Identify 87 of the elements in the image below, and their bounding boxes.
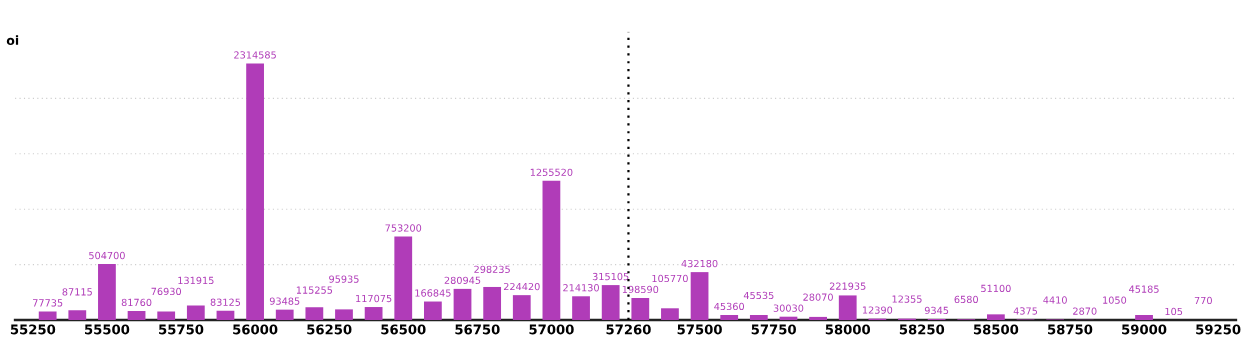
- data-label: 6580: [954, 295, 978, 304]
- data-label: 45185: [1129, 285, 1159, 293]
- data-label: 432180: [681, 259, 718, 268]
- data-label: 280945: [444, 276, 481, 284]
- data-label: 4410: [1043, 296, 1067, 304]
- bar: [631, 298, 650, 321]
- bar: [216, 310, 235, 321]
- data-label: 45535: [743, 291, 774, 300]
- x-tick-label: 55750: [159, 324, 204, 335]
- data-label: 76930: [151, 287, 182, 296]
- data-label: 105: [1165, 307, 1183, 316]
- data-label: 224420: [503, 282, 540, 291]
- data-label: 1050: [1103, 296, 1127, 304]
- bar: [275, 309, 294, 321]
- x-tick-label: 57000: [529, 324, 574, 335]
- bar: [809, 316, 827, 321]
- bar: [987, 314, 1005, 321]
- bar: [512, 295, 531, 321]
- data-label: 198590: [622, 285, 659, 294]
- bar: [1135, 315, 1153, 321]
- data-label: 51100: [981, 284, 1011, 293]
- bar: [186, 305, 205, 321]
- data-label: 166845: [415, 289, 451, 297]
- x-tick-label: 56000: [233, 324, 278, 335]
- x-tick-label: 58750: [1048, 324, 1093, 335]
- x-tick-label: 58500: [973, 324, 1019, 335]
- bar: [98, 264, 116, 321]
- data-label: 9345: [924, 306, 949, 315]
- bar: [38, 311, 57, 321]
- bar: [335, 309, 353, 321]
- data-label: 131915: [178, 276, 214, 285]
- x-tick-label: 58000: [825, 324, 871, 335]
- data-label: 221935: [829, 282, 866, 290]
- bar: [749, 314, 768, 321]
- x-tick-label: 58250: [899, 324, 945, 335]
- bar: [246, 63, 264, 321]
- bar: [364, 307, 383, 321]
- bar: [483, 286, 502, 321]
- data-label: 28070: [803, 293, 833, 301]
- data-label: 83125: [210, 298, 241, 306]
- bar: [838, 295, 857, 321]
- data-label: 12355: [892, 295, 922, 303]
- data-label: 2314585: [234, 51, 276, 59]
- data-label: 753200: [385, 224, 422, 232]
- data-label: 81760: [121, 298, 152, 307]
- data-label: 4375: [1013, 307, 1038, 315]
- bar: [601, 285, 620, 321]
- bar: [157, 311, 176, 321]
- data-label: 115255: [296, 286, 333, 294]
- bar: [690, 272, 709, 321]
- x-tick-label: 55500: [85, 324, 130, 335]
- data-label: 1255520: [530, 168, 573, 176]
- data-label: 95935: [329, 275, 359, 283]
- data-label: 298235: [474, 265, 510, 273]
- x-tick-label: 59250: [1196, 324, 1241, 335]
- bar: [542, 180, 561, 321]
- bar: [453, 288, 472, 321]
- bar: [68, 310, 87, 321]
- x-tick-label: 57750: [751, 324, 796, 335]
- data-label: 214130: [563, 284, 599, 292]
- bar: [423, 301, 442, 321]
- x-tick-label: 55250: [10, 324, 56, 335]
- bar: [661, 308, 679, 321]
- bar: [572, 296, 590, 321]
- x-tick-label: 57500: [677, 324, 722, 335]
- x-tick-label: 56750: [455, 324, 500, 335]
- data-label: 45360: [714, 302, 745, 311]
- x-tick-label: 56250: [307, 324, 352, 335]
- bar: [305, 307, 324, 321]
- data-label: 105770: [652, 274, 688, 283]
- data-label: 77735: [33, 299, 63, 307]
- data-label: 504700: [89, 251, 125, 260]
- bar: [127, 310, 146, 321]
- data-label: 315105: [592, 272, 629, 281]
- data-label: 30030: [773, 304, 804, 312]
- data-label: 93485: [269, 297, 300, 305]
- data-label: 87115: [62, 288, 92, 296]
- x-tick-label: 57260: [606, 324, 651, 335]
- y-axis-title: oi: [6, 35, 19, 46]
- data-label: 117075: [356, 294, 392, 303]
- data-label: 12390: [862, 306, 893, 314]
- data-label: 2870: [1073, 307, 1097, 315]
- x-tick-label: 59000: [1122, 324, 1167, 335]
- data-label: 770: [1194, 296, 1212, 305]
- x-tick-label: 56500: [381, 324, 426, 335]
- bar: [394, 236, 413, 321]
- bar: [720, 314, 739, 321]
